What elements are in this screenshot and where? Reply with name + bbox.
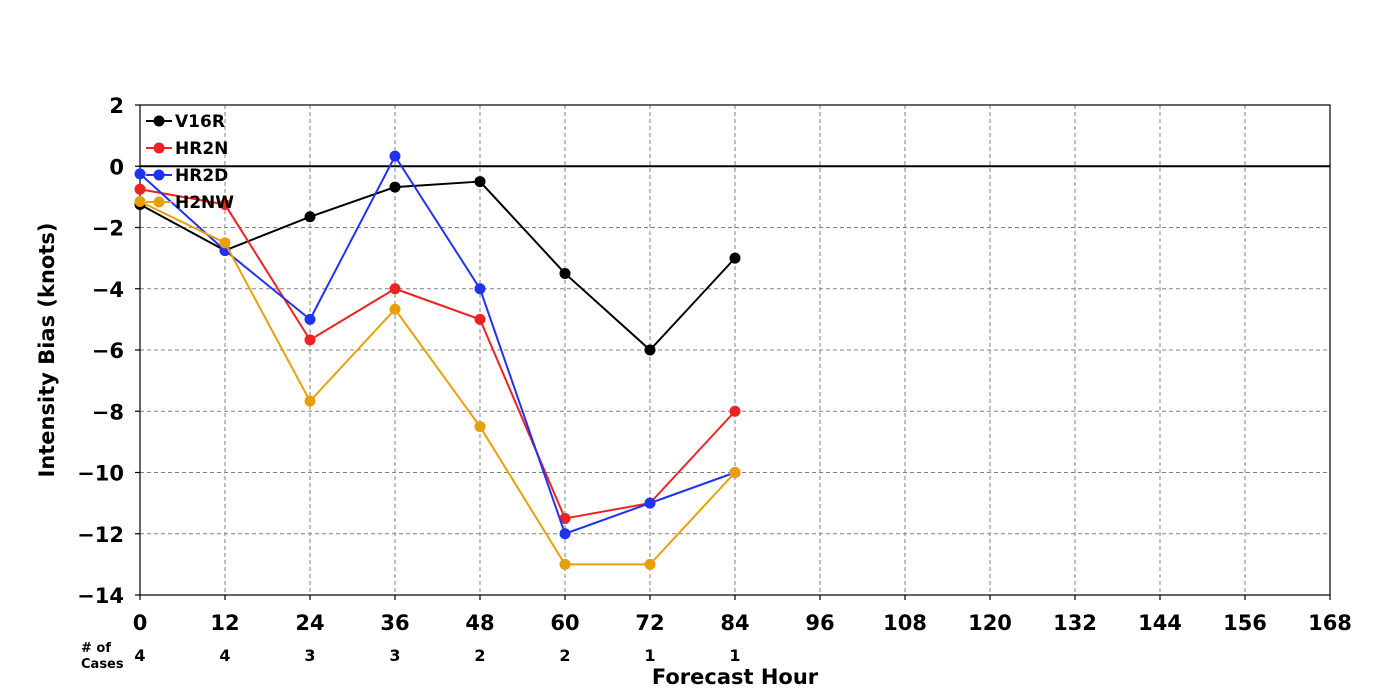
data-point-v16r-60 xyxy=(559,267,571,279)
data-point-hr2d-72 xyxy=(644,497,656,509)
y-tick-label--4: −4 xyxy=(92,278,124,302)
series-v16r xyxy=(134,176,741,356)
series-line-hr2d xyxy=(139,155,736,535)
cases-label-line2: Cases xyxy=(81,657,124,672)
legend-label-v16r: V16R xyxy=(175,112,225,132)
data-point-h2nw-84 xyxy=(729,467,741,478)
y-tick-label--8: −8 xyxy=(92,400,124,424)
x-tick-label-132: 132 xyxy=(1053,611,1097,635)
data-point-hr2d-0 xyxy=(134,168,146,180)
case-count-36: 3 xyxy=(389,646,400,665)
case-count-60: 2 xyxy=(559,646,570,665)
data-point-hr2d-36 xyxy=(389,150,401,162)
y-tick-label--10: −10 xyxy=(77,462,124,486)
data-point-hr2n-60 xyxy=(559,512,571,524)
data-point-v16r-72 xyxy=(644,344,656,356)
x-tick-label-156: 156 xyxy=(1223,611,1267,635)
grid-lines xyxy=(140,105,1330,595)
x-tick-label-84: 84 xyxy=(720,611,749,635)
legend-item-hr2d: HR2D xyxy=(146,166,228,186)
legend-label-hr2d: HR2D xyxy=(175,166,228,186)
data-point-hr2d-60 xyxy=(559,528,571,540)
data-point-h2nw-36 xyxy=(389,303,401,315)
y-tick-label--6: −6 xyxy=(92,339,124,363)
case-count-48: 2 xyxy=(474,646,485,665)
legend: V16R HR2N HR2D H2NW xyxy=(146,112,234,213)
case-count-84: 1 xyxy=(729,646,740,665)
case-count-0: 4 xyxy=(134,646,145,665)
series-lines xyxy=(134,150,741,570)
x-tick-label-60: 60 xyxy=(550,611,579,635)
data-point-h2nw-12 xyxy=(219,237,231,249)
data-point-h2nw-72 xyxy=(644,558,656,570)
x-tick-label-96: 96 xyxy=(805,611,834,635)
x-tick-label-48: 48 xyxy=(465,611,494,635)
case-count-12: 4 xyxy=(219,646,230,665)
legend-item-h2nw: H2NW xyxy=(146,193,234,213)
series-line-h2nw xyxy=(139,200,736,566)
x-axis-ticks: 0 12 24 36 48 60 72 84 96 108 120 132 144 156 168 xyxy=(133,595,1352,635)
y-tick-label-2: 2 xyxy=(109,94,124,118)
x-tick-label-72: 72 xyxy=(635,611,664,635)
data-point-hr2d-48 xyxy=(474,283,486,295)
legend-marker-v16r xyxy=(153,115,165,127)
legend-marker-hr2d xyxy=(153,169,165,181)
x-tick-label-36: 36 xyxy=(380,611,409,635)
data-point-h2nw-60 xyxy=(559,558,571,570)
data-point-v16r-24 xyxy=(304,211,316,223)
data-point-h2nw-48 xyxy=(474,421,486,433)
data-point-hr2n-36 xyxy=(389,283,401,295)
y-axis-title: Intensity Bias (knots) xyxy=(35,223,59,478)
data-point-hr2d-24 xyxy=(304,313,316,325)
legend-item-v16r: V16R xyxy=(146,112,225,132)
series-h2nw xyxy=(134,195,741,570)
data-point-v16r-84 xyxy=(729,252,741,264)
case-counts: # of Cases 4 4 3 3 2 2 1 1 xyxy=(81,641,741,672)
data-point-v16r-36 xyxy=(389,181,401,193)
series-hr2d xyxy=(134,150,741,540)
x-tick-label-168: 168 xyxy=(1308,611,1352,635)
data-point-hr2n-0 xyxy=(134,183,146,195)
y-tick-label--14: −14 xyxy=(77,584,124,608)
cases-label-line1: # of xyxy=(81,641,111,656)
data-point-h2nw-24 xyxy=(304,395,316,407)
y-axis-ticks: 2 0 −2 −4 −6 −8 −10 −12 −14 xyxy=(77,94,140,608)
data-point-hr2n-84 xyxy=(729,405,741,417)
legend-label-hr2n: HR2N xyxy=(175,139,228,159)
data-point-h2nw-0 xyxy=(134,195,146,207)
legend-item-hr2n: HR2N xyxy=(146,139,228,159)
y-tick-label--12: −12 xyxy=(77,523,124,547)
y-tick-label-0: 0 xyxy=(109,155,124,179)
case-count-72: 1 xyxy=(644,646,655,665)
series-line-hr2n xyxy=(139,188,736,520)
x-tick-label-12: 12 xyxy=(210,611,239,635)
legend-marker-h2nw xyxy=(153,196,165,208)
x-tick-label-24: 24 xyxy=(295,611,324,635)
x-tick-label-0: 0 xyxy=(133,611,148,635)
case-count-24: 3 xyxy=(304,646,315,665)
data-point-hr2n-12 xyxy=(219,199,231,211)
data-point-v16r-48 xyxy=(474,176,486,188)
legend-label-h2nw: H2NW xyxy=(175,193,234,213)
series-line-v16r xyxy=(139,180,736,351)
x-tick-label-108: 108 xyxy=(883,611,927,635)
y-tick-label--2: −2 xyxy=(92,217,124,241)
data-point-hr2n-24 xyxy=(304,334,316,346)
x-tick-label-144: 144 xyxy=(1138,611,1182,635)
data-point-hr2n-48 xyxy=(474,313,486,325)
x-tick-label-120: 120 xyxy=(968,611,1012,635)
x-axis-title: Forecast Hour xyxy=(652,665,819,689)
legend-marker-hr2n xyxy=(153,142,165,154)
